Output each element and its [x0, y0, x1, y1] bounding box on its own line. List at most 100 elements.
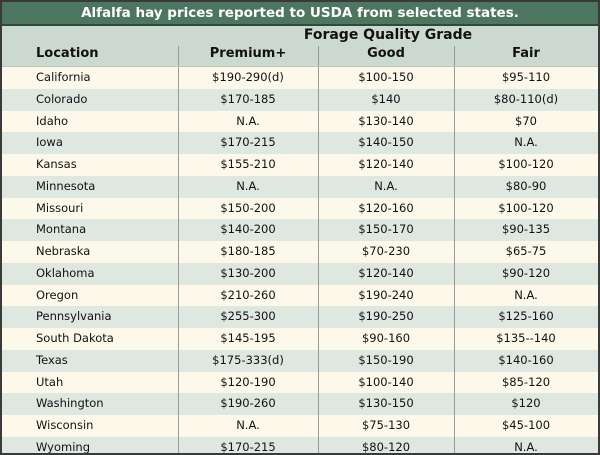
cell-location: California: [36, 70, 91, 84]
header-divider: [318, 46, 319, 66]
header-divider: [454, 46, 455, 66]
cell-location: Washington: [36, 396, 104, 411]
cell-good: $120-160: [358, 200, 414, 215]
cell-location: Minnesota: [36, 178, 96, 193]
cell-location: Colorado: [36, 91, 88, 106]
table-row: Kansas $155-210 $120-140 $100-120: [2, 154, 598, 176]
column-header-good: Good: [367, 46, 405, 61]
cell-location: Texas: [36, 352, 68, 367]
table-row: Wyoming $170-215 $80-120 N.A.: [2, 437, 598, 455]
forage-quality-grade-header: Forage Quality Grade: [303, 27, 473, 43]
cell-premium: $170-215: [220, 440, 276, 455]
table-row: South Dakota $145-195 $90-160 $135--140: [2, 328, 598, 350]
cell-location: Kansas: [36, 157, 77, 172]
cell-good: $140: [371, 91, 401, 106]
cell-location: Idaho: [36, 113, 69, 128]
cell-fair: $90-120: [501, 265, 551, 280]
cell-location: Wisconsin: [36, 418, 94, 433]
cell-premium: N.A.: [236, 178, 260, 193]
cell-good: $190-250: [358, 309, 414, 324]
column-divider: [318, 67, 319, 453]
cell-premium: $145-195: [220, 331, 276, 346]
table-row: Minnesota N.A. N.A. $80-90: [2, 175, 598, 198]
table-row: Idaho N.A. $130-140 $70: [2, 110, 598, 133]
cell-good: $100-150: [358, 70, 414, 84]
table-title: Alfalfa hay prices reported to USDA from…: [2, 2, 598, 26]
cell-fair: $120: [511, 396, 541, 411]
cell-good: $150-190: [358, 352, 414, 367]
cell-fair: $65-75: [505, 244, 547, 259]
cell-fair: $135--140: [496, 331, 556, 346]
cell-good: $80-120: [361, 440, 411, 455]
cell-premium: $120-190: [220, 374, 276, 389]
cell-premium: $130-200: [220, 265, 276, 280]
cell-fair: N.A.: [514, 287, 538, 302]
cell-fair: $45-100: [501, 418, 551, 433]
column-divider: [178, 67, 179, 453]
cell-fair: $85-120: [501, 374, 551, 389]
table-row: Washington $190-260 $130-150 $120: [2, 393, 598, 416]
column-divider: [454, 67, 455, 453]
cell-good: $90-160: [361, 331, 411, 346]
cell-fair: $140-160: [498, 352, 554, 367]
cell-location: Oregon: [36, 287, 79, 302]
cell-fair: $100-120: [498, 157, 554, 172]
table-row: Montana $140-200 $150-170 $90-135: [2, 219, 598, 242]
cell-premium: N.A.: [236, 418, 260, 433]
table-row: Iowa $170-215 $140-150 N.A.: [2, 132, 598, 155]
cell-location: Montana: [36, 222, 87, 237]
table-row: Wisconsin N.A. $75-130 $45-100: [2, 415, 598, 438]
cell-location: Iowa: [36, 135, 63, 150]
table-row: Utah $120-190 $100-140 $85-120: [2, 371, 598, 394]
cell-fair: $80-110(d): [493, 91, 559, 106]
cell-good: $75-130: [361, 418, 411, 433]
table-row: Nebraska $180-185 $70-230 $65-75: [2, 241, 598, 263]
table-row: Pennsylvania $255-300 $190-250 $125-160: [2, 306, 598, 329]
cell-good: $120-140: [358, 265, 414, 280]
cell-fair: N.A.: [514, 135, 538, 150]
table-row: Texas $175-333(d) $150-190 $140-160: [2, 349, 598, 372]
cell-fair: $95-110: [501, 70, 551, 84]
cell-good: $130-150: [358, 396, 414, 411]
cell-premium: $180-185: [220, 244, 276, 259]
cell-premium: $190-290(d): [212, 70, 284, 84]
table-body: California $190-290(d) $100-150 $95-110 Colo…: [2, 67, 598, 455]
cell-premium: $150-200: [220, 200, 276, 215]
table-header: Forage Quality Grade Location Premium+ G…: [2, 26, 598, 67]
cell-fair: $90-135: [501, 222, 551, 237]
cell-premium: $190-260: [220, 396, 276, 411]
cell-location: Missouri: [36, 200, 84, 215]
table-row: Oregon $210-260 $190-240 N.A.: [2, 284, 598, 307]
cell-good: $70-230: [361, 244, 411, 259]
cell-location: Wyoming: [36, 440, 90, 455]
cell-good: N.A.: [374, 178, 398, 193]
column-header-fair: Fair: [512, 46, 540, 61]
column-header-location: Location: [36, 46, 99, 61]
cell-good: $150-170: [358, 222, 414, 237]
cell-good: $120-140: [358, 157, 414, 172]
cell-good: $140-150: [358, 135, 414, 150]
cell-premium: $255-300: [220, 309, 276, 324]
cell-location: Oklahoma: [36, 265, 95, 280]
cell-good: $100-140: [358, 374, 414, 389]
column-header-premium: Premium+: [209, 46, 287, 61]
table-row: Colorado $170-185 $140 $80-110(d): [2, 88, 598, 111]
cell-premium: $170-215: [220, 135, 276, 150]
cell-premium: $140-200: [220, 222, 276, 237]
cell-premium: $170-185: [220, 91, 276, 106]
cell-location: Pennsylvania: [36, 309, 112, 324]
header-divider: [178, 46, 179, 66]
cell-premium: N.A.: [236, 113, 260, 128]
table-row: California $190-290(d) $100-150 $95-110: [2, 67, 598, 89]
cell-fair: $80-90: [505, 178, 547, 193]
cell-fair: N.A.: [514, 440, 538, 455]
cell-good: $190-240: [358, 287, 414, 302]
table-row: Missouri $150-200 $120-160 $100-120: [2, 197, 598, 220]
cell-fair: $100-120: [498, 200, 554, 215]
cell-location: Nebraska: [36, 244, 91, 259]
cell-good: $130-140: [358, 113, 414, 128]
cell-fair: $70: [515, 113, 537, 128]
cell-location: Utah: [36, 374, 64, 389]
table-row: Oklahoma $130-200 $120-140 $90-120: [2, 262, 598, 285]
